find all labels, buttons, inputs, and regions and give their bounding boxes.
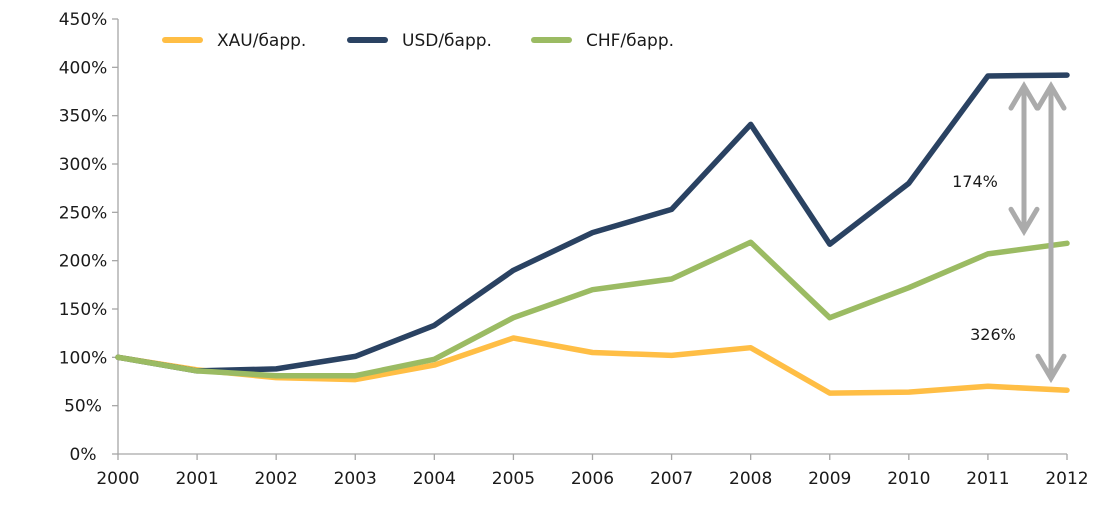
annotation-arrow-2: 326% <box>970 81 1067 384</box>
arrow-head-up <box>1008 81 1040 111</box>
legend-item: USD/барр. <box>347 31 492 51</box>
legend: XAU/барр. USD/барр. CHF/барр. <box>162 31 674 51</box>
y-tick-label: 300% <box>59 155 108 175</box>
legend-item: XAU/барр. <box>162 31 306 51</box>
x-tick-label: 2010 <box>887 469 930 489</box>
series-layer <box>115 72 1070 396</box>
arrow-head-down <box>1035 353 1067 384</box>
y-tick-label: 250% <box>59 203 108 223</box>
y-tick-label: 50% <box>64 397 102 417</box>
y-tick-label: 350% <box>59 107 108 127</box>
x-tick-label: 2005 <box>492 469 535 489</box>
arrow-head-up <box>1035 81 1067 111</box>
series-line <box>115 335 1070 396</box>
legend-label: XAU/барр. <box>217 31 306 51</box>
x-tick-label: 2007 <box>650 469 693 489</box>
x-tick-label: 2012 <box>1045 469 1088 489</box>
series-line <box>115 239 1070 379</box>
x-tick-label: 2004 <box>413 469 456 489</box>
axes: 0% 50% 100% 150% 200% 250% 300% 350% 400% 450% 200… <box>59 10 1089 489</box>
annotation-label: 326% <box>970 325 1016 344</box>
y-tick-label: 450% <box>59 10 108 30</box>
y-tick-label: 100% <box>59 348 108 368</box>
annotation-arrow-1: 174% <box>952 81 1040 237</box>
series-line <box>115 72 1070 374</box>
y-tick-label: 0% <box>70 445 97 465</box>
series-usd <box>115 72 1070 374</box>
legend-item: CHF/барр. <box>531 31 674 51</box>
y-tick-label: 200% <box>59 252 108 272</box>
y-tick-label: 400% <box>59 58 108 78</box>
annotation-label: 174% <box>952 172 998 191</box>
annotation-layer: 174% 326% <box>952 81 1067 384</box>
y-tick-label: 150% <box>59 300 108 320</box>
arrow-head-down <box>1008 206 1040 237</box>
x-tick-label: 2008 <box>729 469 772 489</box>
x-tick-label: 2009 <box>808 469 851 489</box>
x-tick-label: 2002 <box>255 469 298 489</box>
legend-label: CHF/барр. <box>586 31 674 51</box>
legend-label: USD/барр. <box>402 31 492 51</box>
x-tick-label: 2011 <box>966 469 1009 489</box>
x-tick-label: 2006 <box>571 469 614 489</box>
x-tick-label: 2003 <box>334 469 377 489</box>
x-tick-label: 2000 <box>96 469 139 489</box>
x-tick-label: 2001 <box>175 469 218 489</box>
series-chf <box>115 239 1070 379</box>
series-xau <box>115 335 1070 396</box>
